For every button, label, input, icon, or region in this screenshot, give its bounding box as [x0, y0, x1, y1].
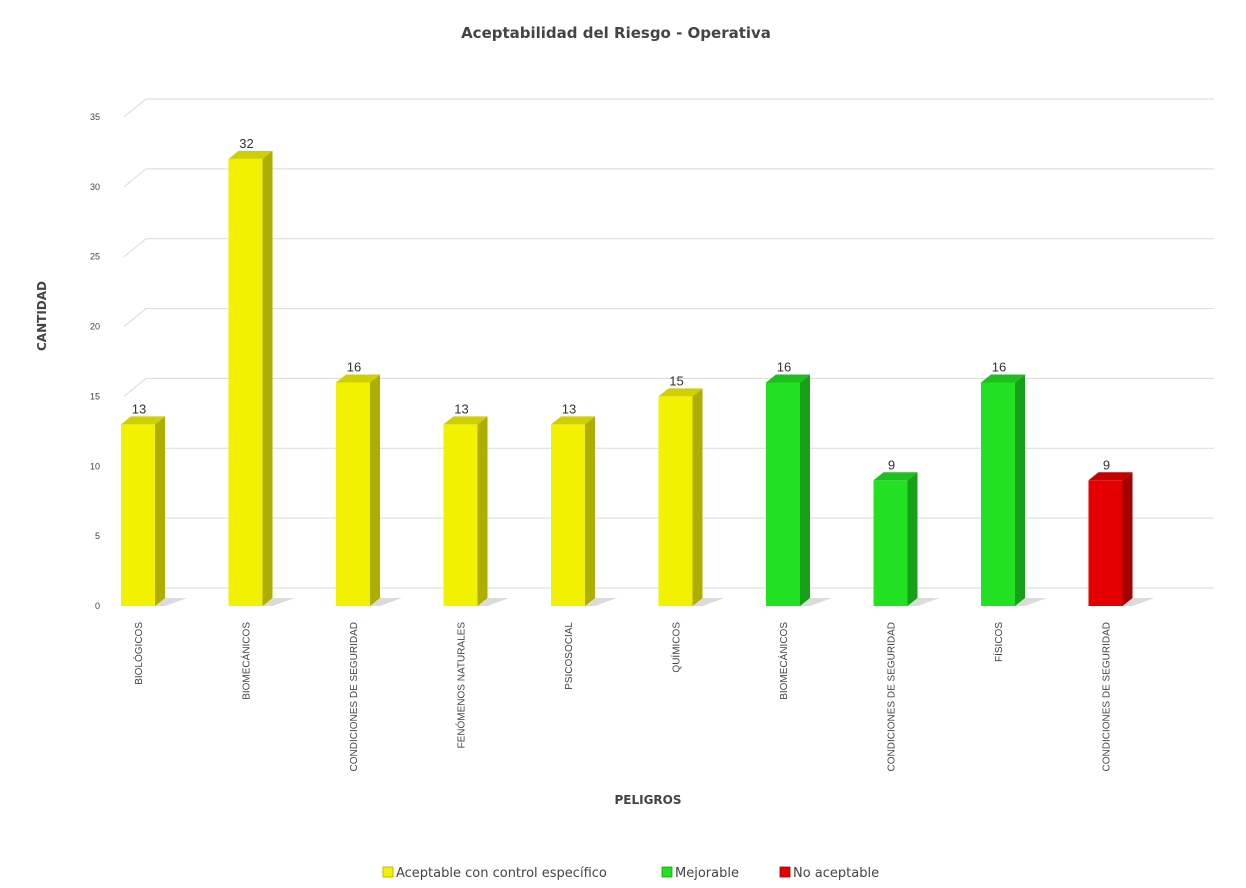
gridline-depth — [123, 98, 147, 118]
bar — [766, 382, 800, 606]
gridline-depth — [123, 378, 147, 397]
bar-top — [766, 374, 810, 383]
bar — [228, 158, 263, 606]
bar-side — [477, 416, 488, 606]
bar-top — [658, 388, 703, 397]
bar — [658, 396, 693, 606]
legend-label: Aceptable con control específico — [396, 866, 607, 881]
bar-top — [551, 416, 595, 425]
bar — [336, 382, 370, 606]
bar-side — [585, 416, 595, 606]
data-label: 13 — [132, 401, 146, 416]
bar-top — [1088, 472, 1133, 481]
bar-top — [873, 472, 918, 481]
data-label: 32 — [239, 136, 253, 151]
y-tick-label: 25 — [90, 252, 100, 262]
y-tick-label: 5 — [95, 531, 100, 541]
gridline-depth — [123, 238, 147, 258]
bar-top — [121, 416, 165, 425]
legend-swatch — [779, 866, 791, 878]
legend-label: No aceptable — [793, 866, 879, 881]
bar-side — [1015, 374, 1025, 606]
y-tick-label: 20 — [90, 322, 100, 332]
bar — [873, 480, 908, 606]
bar-side — [907, 472, 918, 606]
legend-swatch — [661, 866, 673, 878]
data-label: 16 — [992, 359, 1006, 374]
data-label: 13 — [562, 401, 576, 416]
data-labels: 13 32 16 13 13 15 16 9 16 9 — [132, 136, 1110, 472]
data-label: 9 — [1103, 457, 1110, 472]
x-category-label: FENÓMENOS NATURALES — [455, 622, 468, 749]
y-tick-label: 15 — [90, 391, 100, 401]
data-label: 16 — [777, 359, 791, 374]
bar-side — [155, 416, 165, 606]
bar-side — [370, 374, 380, 606]
data-label: 9 — [888, 457, 895, 472]
x-category-label: BIOMECÁNICOS — [240, 622, 253, 700]
bar-side — [800, 374, 810, 606]
bar-top — [228, 150, 273, 159]
x-category-label: BIOLÓGICOS — [132, 622, 145, 685]
bar — [551, 424, 585, 606]
y-tick-label: 35 — [90, 112, 100, 122]
x-category-label: QUÍMICOS — [670, 622, 683, 673]
x-category-label: CONDICIONES DE SEGURIDAD — [1102, 622, 1113, 771]
data-label: 13 — [454, 401, 468, 416]
x-axis-title: PELIGROS — [614, 793, 681, 807]
bar-side — [1122, 472, 1133, 606]
y-tick-label: 0 — [95, 601, 100, 611]
bar — [121, 424, 155, 606]
gridline-depth — [123, 308, 147, 327]
gridline-depth — [123, 168, 147, 188]
bar — [981, 382, 1015, 606]
bar-side — [692, 388, 703, 606]
y-axis-title: CANTIDAD — [35, 281, 49, 351]
x-category-label: CONDICIONES DE SEGURIDAD — [349, 622, 360, 771]
legend-swatch — [382, 866, 394, 878]
y-tick-label: 10 — [90, 461, 100, 471]
bars — [121, 150, 1155, 606]
x-category-label: PSICOSOCIAL — [564, 622, 575, 690]
x-category-label: CONDICIONES DE SEGURIDAD — [887, 622, 898, 771]
bar — [1088, 480, 1123, 606]
y-tick-label: 30 — [90, 182, 100, 192]
legend-label: Mejorable — [675, 866, 739, 881]
x-axis-categories: BIOLÓGICOS BIOMECÁNICOS CONDICIONES DE SEG… — [132, 622, 1113, 772]
chart-title: Aceptabilidad del Riesgo - Operativa — [461, 24, 771, 42]
bar — [443, 424, 478, 606]
x-category-label: FÍSICOS — [992, 622, 1005, 662]
bar-top — [443, 416, 488, 425]
bar-top — [336, 374, 380, 383]
data-label: 15 — [669, 373, 683, 388]
legend: Aceptable con control específico Mejorabl… — [382, 866, 879, 881]
data-label: 16 — [347, 359, 361, 374]
bar-side — [262, 150, 273, 606]
bar-top — [981, 374, 1025, 383]
x-category-label: BIOMECÁNICOS — [777, 622, 790, 700]
y-axis-ticks: 0 5 10 15 20 25 30 35 — [90, 112, 100, 611]
